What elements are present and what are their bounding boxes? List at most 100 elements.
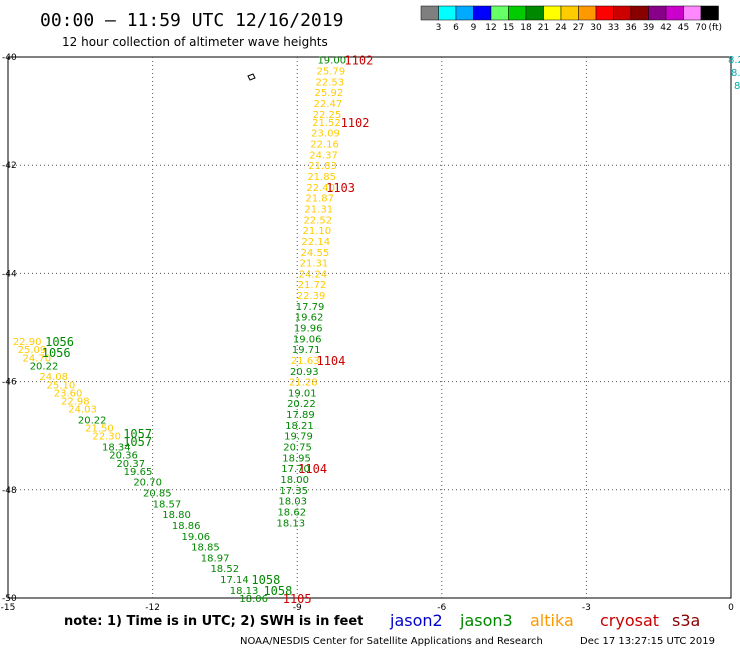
legend-bin-label: 42 xyxy=(660,23,671,33)
swh-value: 24.08 xyxy=(39,372,68,383)
legend-bin-label: 30 xyxy=(590,23,602,33)
map-subtitle: 12 hour collection of altimeter wave hei… xyxy=(62,35,328,49)
satellite-name: s3a xyxy=(672,611,700,630)
swh-value: 20.93 xyxy=(290,367,319,378)
orbit-number: 1104 xyxy=(316,354,345,368)
legend-swatch xyxy=(543,5,562,21)
swh-value: 19.65 xyxy=(124,467,153,478)
satellite-name: jason2 xyxy=(389,611,443,630)
satellite-name: cryosat xyxy=(600,611,659,630)
edge-swh-value: 8. xyxy=(731,68,740,79)
swh-value: 21.87 xyxy=(305,194,334,205)
swh-value: 18.03 xyxy=(278,497,307,508)
swh-value: 19.06 xyxy=(182,532,211,543)
swh-value: 19.06 xyxy=(293,334,322,345)
orbit-number: 1057 xyxy=(123,435,152,449)
swh-value: 23.60 xyxy=(54,388,83,399)
swh-value: 22.52 xyxy=(303,215,332,226)
swh-value: 24.55 xyxy=(301,248,330,259)
legend-bin-label: 70 xyxy=(695,23,707,33)
orbit-number: 1056 xyxy=(42,346,71,360)
legend-bin-label: 6 xyxy=(453,23,459,33)
swh-value: 18.13 xyxy=(230,586,259,597)
lat-tick-label: -50 xyxy=(2,594,17,604)
swh-value: 18.97 xyxy=(201,553,230,564)
swh-value: 18.34 xyxy=(102,443,131,454)
legend-bin-label: 9 xyxy=(471,23,477,33)
swh-value: 25.09 xyxy=(18,345,47,356)
color-legend: 3 6 9 12 15 18 21 24 27 30 33 36 39 42 45 70 (ft) xyxy=(420,5,723,33)
swh-value: 19.79 xyxy=(284,432,313,443)
legend-swatch xyxy=(508,5,527,21)
lon-tick-label: 0 xyxy=(728,603,734,613)
lon-tick-label: -6 xyxy=(437,603,446,613)
legend-bin-label: 33 xyxy=(608,23,619,33)
legend-bin-label: 15 xyxy=(503,23,514,33)
swh-value: 21.52 xyxy=(312,118,341,129)
swh-value: 21.10 xyxy=(303,226,332,237)
swh-value: 21.28 xyxy=(289,378,318,389)
legend-swatch xyxy=(613,5,632,21)
legend-bin-label: 24 xyxy=(555,23,567,33)
swh-value: 20.22 xyxy=(30,361,59,372)
legend-swatch xyxy=(630,5,649,21)
orbit-number: 1103 xyxy=(326,181,355,195)
satellite-name: jason3 xyxy=(459,611,513,630)
island-outline xyxy=(247,73,256,81)
swh-value: 25.92 xyxy=(315,88,344,99)
legend-swatch xyxy=(700,5,719,21)
swh-value: 19.96 xyxy=(294,324,323,335)
swh-value: 19.62 xyxy=(295,313,324,324)
lat-tick-label: -48 xyxy=(2,486,17,496)
swh-value: 17.79 xyxy=(296,302,325,313)
swh-value: 22.30 xyxy=(92,432,121,443)
altimeter-track-a: 19.0025.7922.5325.9222.4722.2521.5223.09… xyxy=(276,56,346,530)
swh-value: 22.98 xyxy=(61,397,90,408)
lon-tick-label: -12 xyxy=(145,603,160,613)
swh-value: 18.85 xyxy=(191,543,220,554)
legend-unit: (ft) xyxy=(709,23,723,33)
legend-swatch xyxy=(473,5,492,21)
lat-tick-label: -40 xyxy=(2,53,17,63)
swh-value: 19.01 xyxy=(288,388,317,399)
altimeter-track-b: 22.9025.0924.7020.2224.0825.1023.6022.98… xyxy=(13,337,268,605)
swh-value: 17.89 xyxy=(286,410,315,421)
swh-value: 18.52 xyxy=(210,564,239,575)
swh-value: 17.35 xyxy=(279,486,308,497)
orbit-number: 1058 xyxy=(251,573,280,587)
swh-value: 25.79 xyxy=(316,67,345,78)
orbit-number: 1057 xyxy=(123,427,152,441)
legend-swatch xyxy=(525,5,544,21)
legend-swatch xyxy=(490,5,509,21)
legend-bin-label: 21 xyxy=(538,23,549,33)
swh-value: 20.22 xyxy=(287,399,316,410)
legend-bin-label: 39 xyxy=(643,23,655,33)
orbit-number: 1104 xyxy=(298,462,327,476)
swh-value: 21.31 xyxy=(304,204,333,215)
orbit-number: 1056 xyxy=(45,335,74,349)
swh-value: 18.95 xyxy=(282,453,311,464)
orbit-number: 1102 xyxy=(344,54,373,68)
swh-value: 21.31 xyxy=(300,259,329,270)
legend-bin-label: 3 xyxy=(436,23,442,33)
edge-values: 8.2 8. 8 xyxy=(728,55,740,92)
swh-value: 18.00 xyxy=(280,475,309,486)
swh-value: 21.72 xyxy=(298,280,327,291)
swh-value: 21.63 xyxy=(291,356,320,367)
swh-value: 23.09 xyxy=(311,129,340,140)
legend-swatch xyxy=(595,5,614,21)
swh-value: 20.70 xyxy=(133,478,162,489)
swh-value: 20.85 xyxy=(143,489,172,500)
legend-swatch xyxy=(560,5,579,21)
satellite-legend: jason2 jason3 altika cryosat s3a xyxy=(389,611,700,630)
orbit-number: 1105 xyxy=(283,592,312,606)
legend-swatch xyxy=(648,5,667,21)
swh-value: 19.71 xyxy=(292,345,321,356)
swh-value: 22.47 xyxy=(314,99,343,110)
swh-value: 24.24 xyxy=(299,269,328,280)
swh-value: 22.14 xyxy=(302,237,331,248)
swh-value: 22.90 xyxy=(13,337,42,348)
swh-value: 18.80 xyxy=(162,510,191,521)
swh-value: 25.10 xyxy=(47,380,76,391)
